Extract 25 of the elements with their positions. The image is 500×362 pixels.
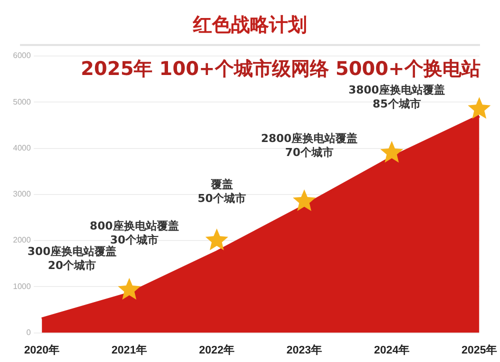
- x-tick-label: 2022年: [199, 343, 235, 356]
- y-tick-label: 4000: [13, 143, 32, 152]
- chart-title: 红色战略计划: [20, 0, 480, 46]
- x-tick-label: 2024年: [374, 343, 410, 356]
- annotation: 覆盖50个城市: [198, 178, 246, 205]
- x-tick-label: 2021年: [112, 343, 148, 356]
- y-tick-label: 2000: [13, 236, 32, 245]
- chart-subtitle: 2025年 100+个城市级网络 5000+个换电站: [80, 58, 480, 80]
- annotation: 800座换电站覆盖30个城市: [90, 219, 179, 246]
- point: [468, 97, 491, 119]
- point: [205, 228, 228, 250]
- x-tick-label: 2025年: [462, 343, 498, 356]
- y-tick-label: 5000: [13, 97, 32, 106]
- y-tick-label: 0: [26, 328, 32, 338]
- point: [118, 278, 141, 300]
- y-tick-label: 1000: [13, 282, 32, 291]
- annotation: 3800座换电站覆盖85个城市: [348, 83, 446, 110]
- y-tick-label: 6000: [13, 51, 32, 60]
- y-tick-label: 3000: [13, 190, 32, 199]
- x-tick-label: 2023年: [286, 343, 322, 356]
- annotation: 2800座换电站覆盖70个城市: [260, 132, 358, 159]
- x-tick-label: 2020年: [24, 343, 60, 356]
- annotation: 300座换电站覆盖20个城市: [28, 244, 116, 272]
- point: [292, 189, 316, 212]
- point: [380, 140, 404, 163]
